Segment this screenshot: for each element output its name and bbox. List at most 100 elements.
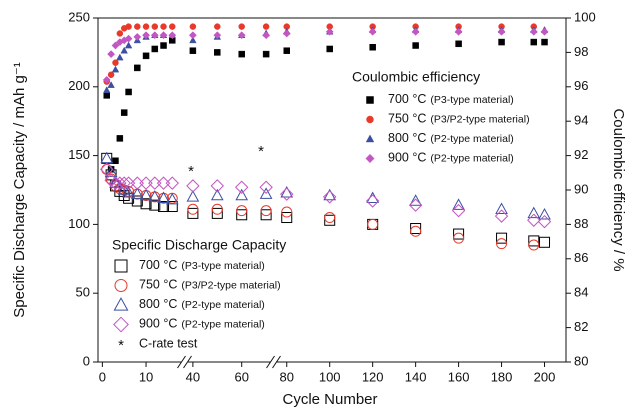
point: [260, 205, 272, 217]
point: [365, 194, 380, 208]
legend-name: 900 °C: [139, 317, 177, 331]
point: [131, 195, 143, 207]
point: [262, 50, 270, 58]
point: [210, 179, 225, 193]
y2-axis-title: Coulombic efficiency / %: [610, 108, 627, 271]
point: [102, 75, 111, 84]
x-tick-label: 160: [448, 369, 470, 384]
point: [368, 27, 377, 36]
axis-break: [272, 355, 281, 369]
point: [130, 187, 144, 199]
point: [237, 31, 246, 40]
x-tick-label: 120: [362, 369, 384, 384]
point: [124, 41, 133, 49]
x-tick-label: 200: [534, 369, 556, 384]
point: [528, 239, 540, 251]
point: [187, 207, 199, 219]
point: [148, 190, 162, 202]
point: [324, 212, 336, 224]
point: [412, 42, 419, 49]
marker: [366, 115, 374, 124]
point: [259, 180, 273, 194]
legend-name: 700 °C: [388, 92, 426, 106]
y-tick-label: 100: [68, 216, 90, 231]
marker: [366, 96, 374, 104]
point: [530, 38, 538, 46]
axis-break: [183, 355, 192, 369]
point: [142, 52, 150, 60]
point: [455, 40, 462, 48]
y2-tick-label: 84: [574, 285, 588, 300]
y2-tick-label: 96: [574, 78, 588, 93]
y2-tick-label: 82: [574, 319, 588, 334]
point: [120, 109, 128, 116]
point: [100, 162, 114, 177]
point: [108, 176, 123, 190]
point: [527, 206, 541, 219]
point: [134, 64, 141, 72]
point: [165, 176, 179, 190]
series: [100, 162, 552, 229]
point: [281, 212, 293, 224]
point: [410, 223, 422, 235]
point: [125, 23, 132, 30]
marker: [365, 134, 375, 143]
point: [451, 203, 466, 218]
legend-name: 700 °C: [139, 258, 177, 272]
point: [130, 176, 145, 190]
point: [541, 38, 548, 46]
point: [109, 176, 122, 188]
point: [116, 53, 124, 61]
legend-material: (P2-type material): [181, 299, 264, 311]
point: [498, 38, 505, 46]
point: [149, 199, 161, 211]
point: [133, 32, 142, 41]
point: [323, 188, 337, 201]
annotation: *: [188, 163, 194, 180]
legend-label: C-rate test: [139, 336, 198, 350]
marker: [114, 259, 128, 273]
point: [540, 27, 549, 36]
legend-name: 750 °C: [139, 278, 177, 292]
legend-label: 800 °C (P2-type material): [388, 131, 514, 145]
point: [188, 31, 197, 40]
point: [238, 23, 245, 30]
point: [262, 31, 271, 40]
y-tick-label: 0: [83, 353, 90, 368]
y-axis-title: Specific Discharge Capacity / mAh g⁻¹: [11, 62, 28, 318]
legend-label: 750 °C (P3/P2-type material): [388, 112, 530, 126]
point: [236, 209, 248, 221]
point: [134, 23, 141, 30]
point: [214, 49, 221, 56]
point: [238, 50, 245, 58]
point: [125, 88, 132, 96]
point: [117, 176, 131, 190]
point: [234, 180, 249, 194]
legend-material: (P3/P2-type material): [430, 113, 529, 125]
point: [496, 232, 508, 244]
x-tick-label: 80: [280, 369, 294, 384]
series: [102, 27, 549, 84]
point: [187, 203, 199, 215]
point: [104, 173, 118, 188]
point: [366, 191, 380, 204]
point: [527, 213, 541, 227]
point: [367, 218, 379, 230]
point: [116, 135, 124, 142]
point: [281, 206, 293, 218]
point: [189, 36, 197, 44]
point: [262, 23, 270, 30]
point: [157, 191, 170, 204]
point: [280, 185, 294, 198]
marker: [113, 316, 129, 333]
point: [107, 81, 115, 88]
point: [168, 31, 177, 40]
point: [166, 201, 178, 213]
x-axis-title: Cycle Number: [282, 391, 377, 408]
legend-name: 800 °C: [388, 131, 426, 145]
point: [538, 207, 551, 220]
point: [213, 31, 222, 40]
point: [165, 192, 179, 205]
point: [139, 176, 153, 190]
